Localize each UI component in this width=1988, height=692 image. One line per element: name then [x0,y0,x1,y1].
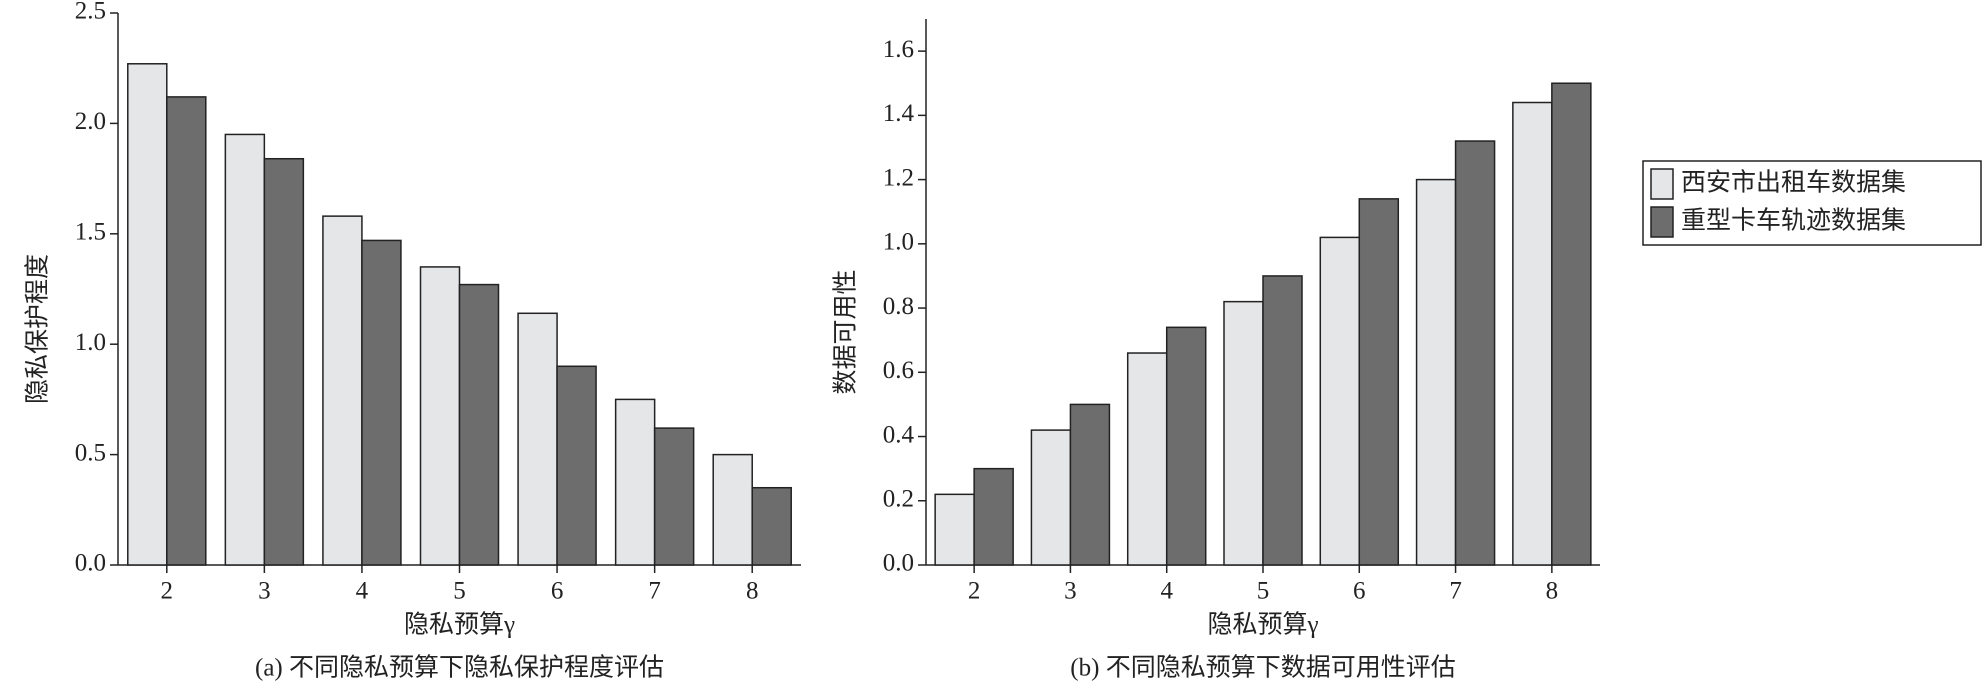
bar [224,133,266,566]
x-tick-label: 7 [1449,578,1462,605]
bar [751,486,792,566]
bar [517,312,558,566]
y-tick-label: 1.4 [883,100,915,127]
y-axis-label: 数据可用性 [832,269,860,394]
y-tick-label: 0.0 [883,550,914,577]
legend-swatch [1650,168,1674,200]
bar [419,266,461,566]
y-tick-label: 0.6 [883,357,914,384]
y-tick-label: 0.2 [883,485,914,512]
x-tick-label: 3 [1064,578,1077,605]
x-tick-label: 3 [258,578,271,605]
x-tick-label: 6 [1353,578,1366,605]
y-tick-label: 1.0 [883,229,914,256]
bar [166,96,207,566]
y-tick-label: 0.5 [75,439,106,466]
y-tick-label: 0.4 [883,421,915,448]
bar [556,365,597,566]
bar [1126,352,1168,566]
x-tick-label: 8 [746,578,759,605]
bar [1358,198,1400,566]
bar [1454,140,1496,566]
bar [1069,403,1111,566]
bar [458,283,500,566]
x-tick-label: 5 [1257,578,1270,605]
x-tick-label: 4 [1160,578,1173,605]
x-tick-label: 2 [161,578,174,605]
y-tick-label: 0.0 [75,550,106,577]
caption: (b) 不同隐私预算下数据可用性评估 [1070,654,1455,682]
bar [973,467,1014,566]
x-tick-label: 7 [648,578,661,605]
bar [1030,429,1072,566]
bar [263,157,305,566]
x-tick-label: 4 [356,578,369,605]
x-axis-label: 隐私预算γ [404,611,515,639]
bar [361,239,402,566]
y-tick-label: 0.8 [883,293,914,320]
legend-box [1642,160,1982,246]
bar [1551,82,1592,566]
bar [712,453,753,566]
legend-label: 西安市出租车数据集 [1681,169,1906,197]
x-tick-label: 5 [453,578,466,605]
x-tick-label: 6 [551,578,564,605]
bar [1319,236,1361,566]
y-tick-label: 1.6 [883,36,914,63]
bar [1223,300,1264,566]
y-tick-label: 1.0 [75,329,106,356]
bar [322,215,363,566]
y-tick-label: 1.5 [75,219,106,246]
y-tick-label: 1.2 [883,164,914,191]
caption: (a) 不同隐私预算下隐私保护程度评估 [255,654,664,682]
bar [1262,275,1303,566]
x-tick-label: 8 [1546,578,1559,605]
y-tick-label: 2.5 [75,0,106,25]
bar [653,427,695,566]
legend-label: 重型卡车轨迹数据集 [1681,207,1906,235]
bar [1415,178,1457,566]
bar [614,398,656,566]
bar [1512,101,1553,566]
bar [1165,326,1207,566]
legend-swatch [1650,206,1674,238]
bar [127,63,168,566]
y-axis-label: 隐私保护程度 [24,254,52,404]
x-axis-label: 隐私预算γ [1207,611,1318,639]
bar [934,493,975,566]
y-tick-label: 2.0 [75,108,106,135]
x-tick-label: 2 [968,578,981,605]
